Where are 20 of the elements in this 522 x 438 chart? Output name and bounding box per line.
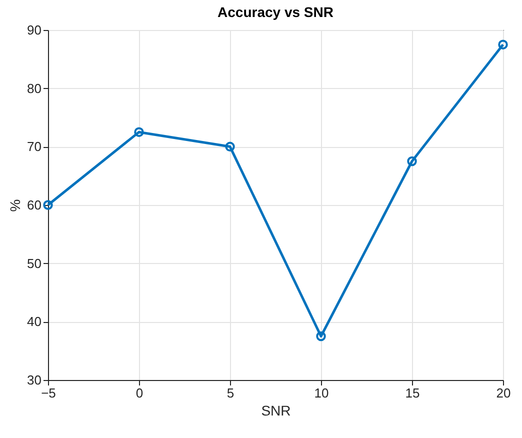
x-tick-label: 5 — [226, 386, 234, 400]
y-tick-label: 80 — [27, 80, 42, 96]
x-tick-label: −5 — [41, 386, 56, 400]
y-tick-label: 40 — [27, 314, 42, 330]
x-tick-label: 15 — [405, 386, 420, 400]
y-tick-label: 70 — [27, 139, 42, 154]
point — [134, 127, 144, 137]
chart-title: Accuracy vs SNR — [218, 4, 334, 20]
x-tick-label: 20 — [496, 386, 511, 400]
point — [225, 142, 235, 152]
y-tick-label: 30 — [27, 372, 42, 388]
y-tick-label: 50 — [27, 256, 42, 271]
x-tick-label: 0 — [136, 386, 144, 400]
point — [316, 331, 326, 342]
y-tick-label: 60 — [27, 198, 42, 212]
y-tick-label: 90 — [27, 22, 42, 38]
x-tick-label: 10 — [314, 386, 329, 400]
point — [407, 156, 417, 166]
y-axis-title: % — [7, 199, 24, 212]
x-axis-title: SNR — [261, 402, 291, 418]
